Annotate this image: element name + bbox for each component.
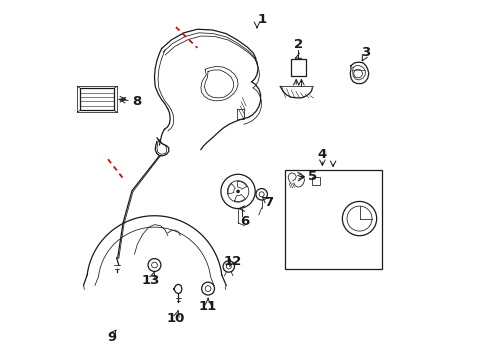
Bar — [80, 88, 114, 111]
Bar — [290, 59, 305, 76]
Text: 9: 9 — [107, 332, 117, 345]
Text: 5: 5 — [307, 170, 316, 183]
Bar — [284, 170, 381, 269]
Text: 2: 2 — [293, 39, 303, 51]
Text: 1: 1 — [257, 13, 265, 26]
Text: 3: 3 — [361, 46, 370, 59]
Text: 4: 4 — [317, 148, 326, 161]
Text: 8: 8 — [132, 95, 141, 108]
Text: 13: 13 — [142, 274, 160, 287]
Text: 12: 12 — [224, 255, 242, 268]
Bar — [311, 177, 319, 185]
Circle shape — [236, 190, 240, 193]
Text: 10: 10 — [166, 312, 185, 325]
Text: 11: 11 — [199, 300, 217, 313]
Text: 6: 6 — [240, 215, 248, 228]
Text: 7: 7 — [264, 195, 273, 209]
